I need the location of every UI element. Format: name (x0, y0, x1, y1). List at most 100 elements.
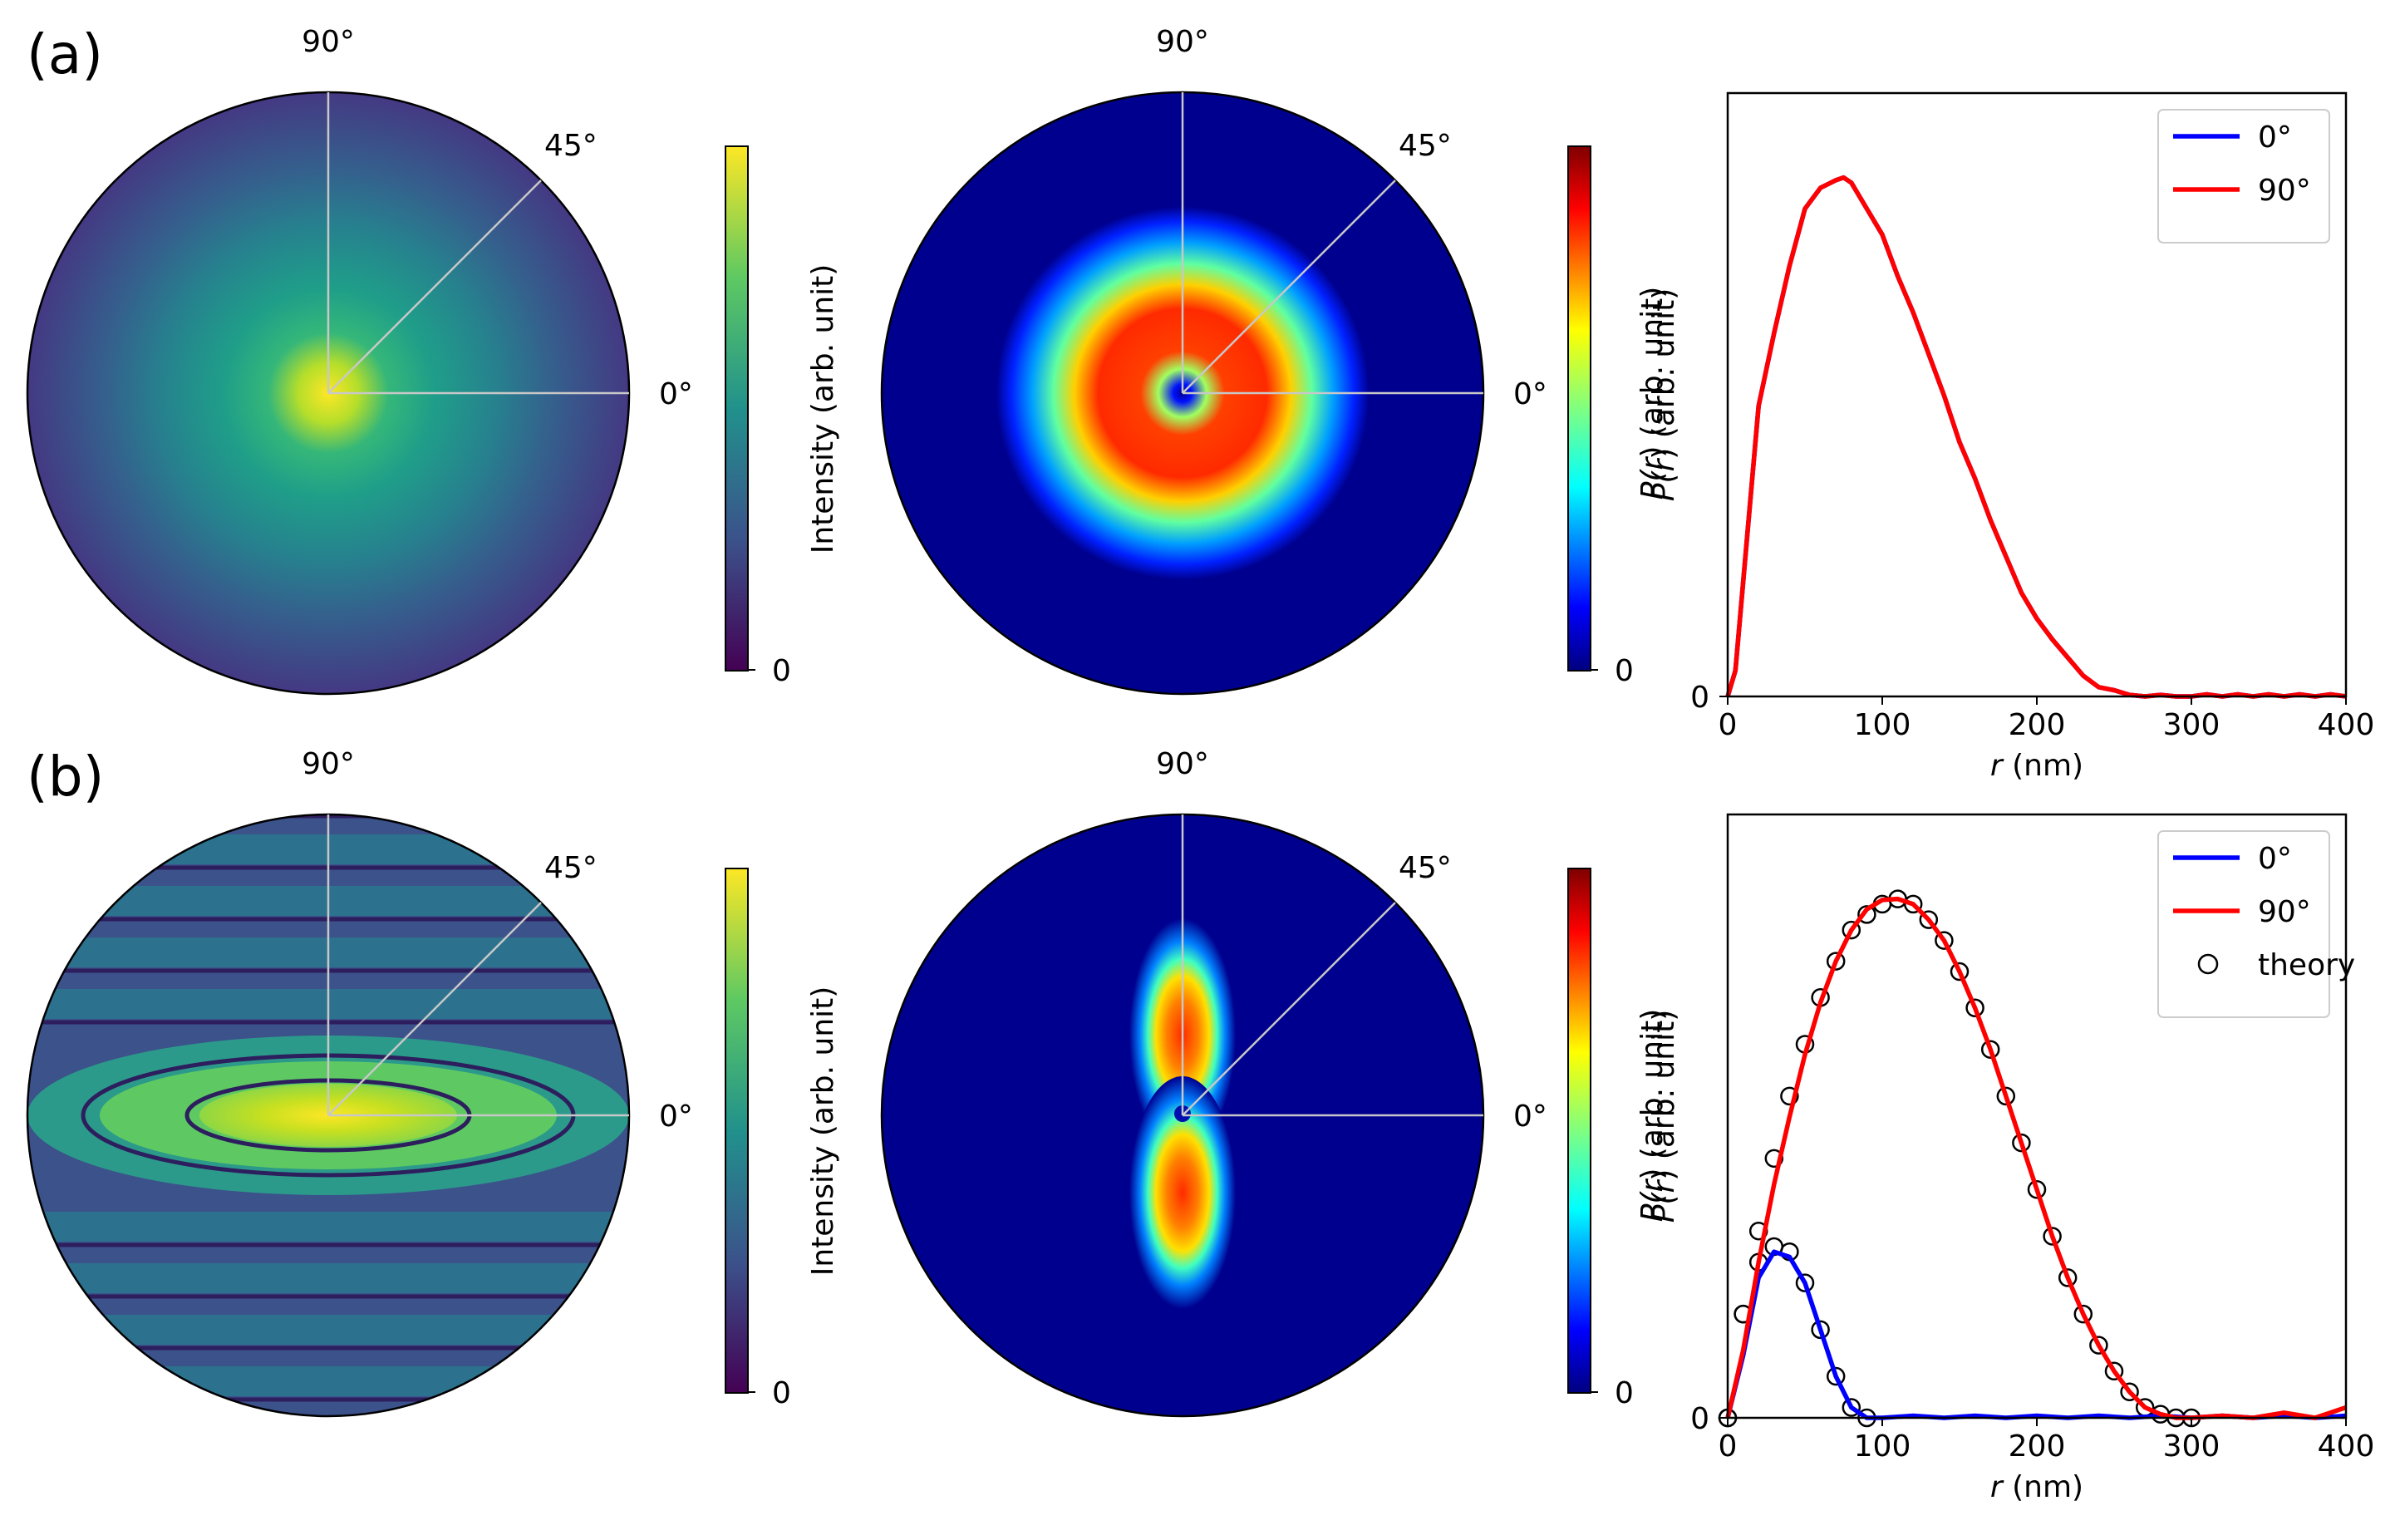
theory-point (2027, 1180, 2047, 1199)
colorbar-viridis-a: 0 Intensity (arb. unit) (725, 145, 840, 688)
pr-label-var: r (1635, 455, 1670, 470)
colorbar-gradient (1567, 868, 1591, 1394)
legend-label: 0° (2258, 121, 2292, 155)
y-axis-func: P(r (1647, 1178, 1681, 1223)
fringe-band (27, 1263, 629, 1293)
fringe-band (27, 1212, 629, 1242)
theory-point (1811, 1320, 1830, 1340)
angle-label-90: 90° (302, 747, 355, 781)
x-tick-label: 0 (1719, 708, 1738, 742)
fringe-band (27, 1366, 629, 1396)
angle-label-90: 90° (302, 25, 355, 59)
theory-point (2120, 1382, 2139, 1402)
axis-line-45 (1182, 902, 1396, 1116)
angle-label-90: 90° (1156, 25, 1209, 59)
colorbar-jet-a: 0 P(r) (arb. unit) (1567, 145, 1670, 688)
y-axis-unit: ) (arb. unit) (1647, 1010, 1681, 1181)
x-axis-var: r (1990, 1470, 2012, 1504)
theory-point (1950, 962, 1970, 982)
angle-label-0: 0° (1513, 377, 1547, 411)
colorbar-gradient (1567, 145, 1591, 672)
legend-label: 90° (2258, 174, 2311, 208)
axis-line-45 (327, 180, 542, 394)
angle-label-0: 0° (1513, 1100, 1547, 1134)
angle-label-0: 0° (659, 377, 693, 411)
colorbar-title: Intensity (arb. unit) (806, 986, 840, 1277)
theory-point (1980, 1040, 2000, 1059)
theory-point (2104, 1361, 2124, 1381)
theory-point (1857, 905, 1876, 924)
colorbar-viridis-b: 0 Intensity (arb. unit) (725, 868, 840, 1410)
theory-point (2089, 1336, 2108, 1355)
x-axis-var: r (1990, 749, 2012, 783)
angle-label-45: 45° (1399, 129, 1452, 163)
theory-point (1842, 1398, 1861, 1417)
colorbar-jet-b: 0 P(r) (arb. unit) (1567, 868, 1670, 1410)
theory-point (1764, 1149, 1784, 1169)
y-axis-label: P(r) (arb. unit) (1647, 288, 1681, 502)
x-axis-label: r (nm) (1990, 749, 2083, 783)
intensity-map-b: 90° 45° 0° (26, 747, 693, 1448)
pr-label-var: r (1635, 1178, 1670, 1192)
angle-label-0: 0° (659, 1100, 693, 1134)
pr-map-b: 90° 45° 0° (880, 747, 1547, 1418)
colorbar-title: Intensity (arb. unit) (806, 264, 840, 554)
x-tick-label: 100 (1854, 1429, 1911, 1464)
panel-label-b: (b) (27, 745, 104, 809)
intensity-map-a: 90° 45° 0° (26, 25, 693, 696)
pr-label-prefix: P( (1635, 469, 1670, 500)
theory-point (1826, 952, 1846, 971)
legend-marker-theory (2197, 953, 2219, 975)
legend-box (2157, 109, 2330, 244)
axis-line-45 (327, 902, 542, 1116)
fringe-band (27, 1418, 629, 1448)
pr-map-a: 90° 45° 0° (880, 25, 1547, 696)
theory-point (1919, 910, 1939, 929)
panel-label-a: (a) (27, 22, 103, 86)
theory-point (1780, 1086, 1799, 1106)
theory-point (2073, 1304, 2093, 1324)
y-axis-label: P(r) (arb. unit) (1647, 1010, 1681, 1223)
axis-line-45 (1182, 180, 1396, 394)
y-axis-func: P(r (1647, 457, 1681, 501)
pr-label-suffix: ) (arb. unit) (1635, 1009, 1670, 1180)
theory-point (1965, 998, 1984, 1018)
series-line-0° (1725, 1249, 2347, 1420)
x-axis-label: r (nm) (1990, 1470, 2083, 1504)
theory-point (1903, 894, 1923, 914)
y-tick-label: 0 (1690, 681, 1709, 715)
theory-point (1826, 1366, 1846, 1386)
colorbar-title: P(r) (arb. unit) (1635, 287, 1670, 500)
lobe-lower (1129, 1076, 1236, 1309)
legend-label: 90° (2258, 895, 2311, 929)
theory-point (2012, 1133, 2031, 1153)
pr-line-chart-b: 0 100 200 300 400 0 r (nm) 0° 90° theory P(r) (arb… (1647, 813, 2375, 1504)
x-tick-label: 300 (2163, 708, 2220, 742)
angle-label-45: 45° (544, 851, 598, 885)
x-tick-label: 0 (1719, 1429, 1738, 1464)
legend-label: 0° (2258, 842, 2292, 876)
colorbar-zero-label: 0 (772, 1376, 791, 1410)
colorbar-zero-label: 0 (1615, 654, 1634, 688)
x-tick-label: 200 (2009, 708, 2066, 742)
angle-label-45: 45° (544, 129, 598, 163)
colorbar-title: P(r) (arb. unit) (1635, 1009, 1670, 1223)
colorbar-zero-label: 0 (1615, 1376, 1634, 1410)
x-tick-label: 200 (2009, 1429, 2066, 1464)
x-axis-unit: (nm) (2012, 749, 2083, 783)
theory-point (2043, 1227, 2062, 1246)
theory-point (1842, 920, 1861, 940)
angle-label-90: 90° (1156, 747, 1209, 781)
theory-point (1795, 1273, 1815, 1292)
pr-line-chart-a: 0 100 200 300 400 0 r (nm) 0° 90° P(r) (arb. unit… (1647, 91, 2374, 783)
colorbar-gradient (725, 145, 749, 672)
x-tick-label: 300 (2163, 1429, 2220, 1464)
x-axis-unit: (nm) (2012, 1470, 2083, 1504)
series-line-90° (1725, 175, 2347, 699)
theory-point (1935, 931, 1954, 950)
x-tick-label: 400 (2318, 1429, 2375, 1464)
pr-label-suffix: ) (arb. unit) (1635, 287, 1670, 458)
theory-point (2058, 1268, 2078, 1287)
pr-label-prefix: P( (1635, 1191, 1670, 1223)
